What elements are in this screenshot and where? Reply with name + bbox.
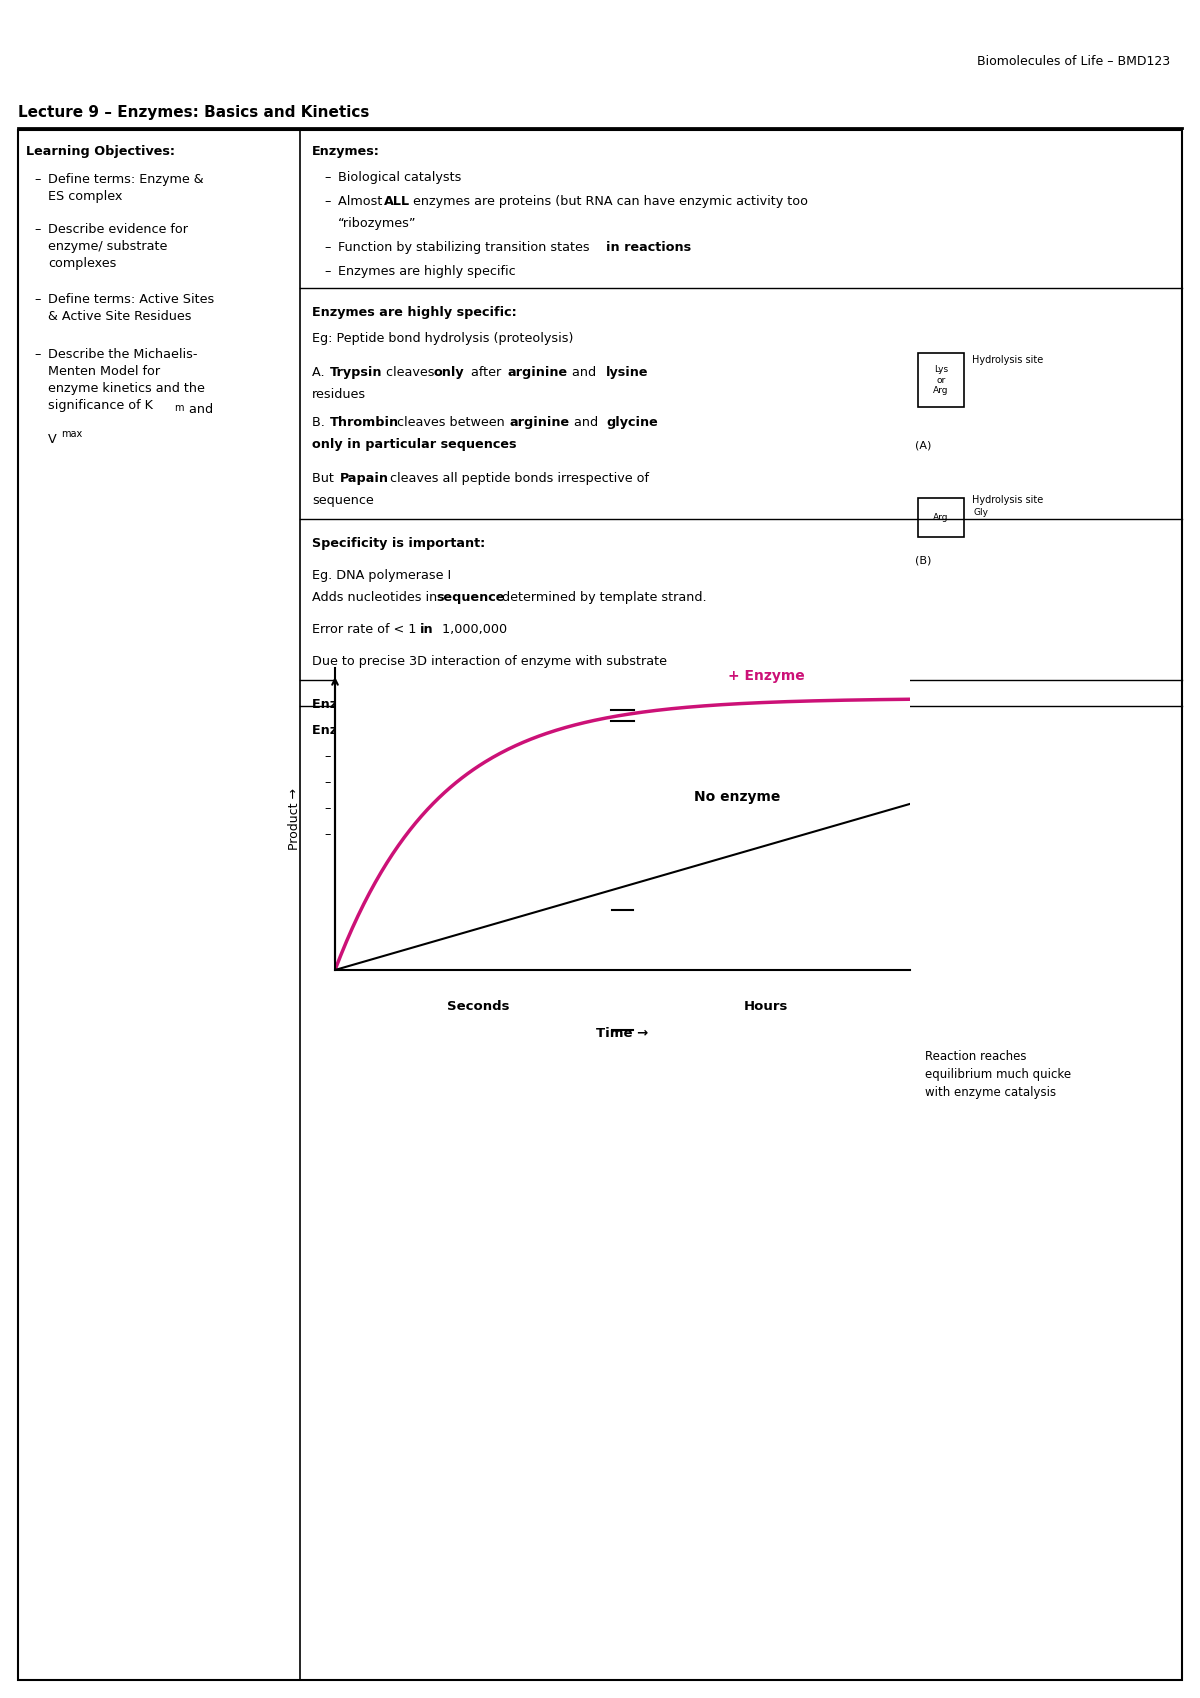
Text: Enzymes:: Enzymes: <box>312 144 380 158</box>
Text: of their substrates: of their substrates <box>628 751 750 762</box>
Text: lysine: lysine <box>606 367 648 379</box>
Text: arginine: arginine <box>509 416 569 430</box>
Text: “ribozymes”: “ribozymes” <box>338 217 416 229</box>
Text: regulated at: regulated at <box>499 829 586 841</box>
Text: Trypsin: Trypsin <box>330 367 383 379</box>
Text: residues: residues <box>312 389 366 401</box>
Text: many enzymes: many enzymes <box>410 829 517 841</box>
Text: sequence: sequence <box>312 494 373 508</box>
Text: Papain: Papain <box>340 472 389 486</box>
Text: –: – <box>324 801 330 815</box>
Text: Most enzymes are: Most enzymes are <box>338 751 458 762</box>
Text: Adds nucleotides in: Adds nucleotides in <box>312 591 442 604</box>
Text: –: – <box>324 265 330 278</box>
Text: Biomolecules of Life – BMD123: Biomolecules of Life – BMD123 <box>977 54 1170 68</box>
Text: 1,000,000: 1,000,000 <box>438 623 508 637</box>
Text: Function by stabilizing transition states: Function by stabilizing transition state… <box>338 241 594 255</box>
Text: Lys
or
Arg: Lys or Arg <box>934 365 949 396</box>
Text: arginine: arginine <box>508 367 568 379</box>
Text: No enzyme: No enzyme <box>695 790 781 803</box>
Text: Reaction reaches
equilibrium much quicke
with enzyme catalysis: Reaction reaches equilibrium much quicke… <box>925 1049 1072 1099</box>
Text: Substrates: Substrates <box>338 776 410 790</box>
Text: Eg: Peptide bond hydrolysis (proteolysis): Eg: Peptide bond hydrolysis (proteolysis… <box>312 333 574 345</box>
Text: –: – <box>324 776 330 790</box>
Text: Biological catalysts: Biological catalysts <box>338 171 461 183</box>
Text: in binding: in binding <box>563 751 636 762</box>
Text: –: – <box>34 294 41 306</box>
Text: But: But <box>312 472 338 486</box>
Text: Describe the Michaelis-
Menten Model for
enzyme kinetics and the
significance of: Describe the Michaelis- Menten Model for… <box>48 348 205 413</box>
Text: Enzymes are highly specific: Enzymes are highly specific <box>338 265 516 278</box>
Text: Arg: Arg <box>934 513 949 521</box>
FancyBboxPatch shape <box>918 353 964 408</box>
Text: after: after <box>467 367 505 379</box>
Text: Learning Objectives:: Learning Objectives: <box>26 144 175 158</box>
Text: –: – <box>324 241 330 255</box>
Text: –: – <box>324 829 330 841</box>
Text: –: – <box>34 173 41 187</box>
Text: (B): (B) <box>916 555 931 565</box>
Text: cleaves all peptide bonds irrespective of: cleaves all peptide bonds irrespective o… <box>386 472 649 486</box>
Text: Almost: Almost <box>338 195 386 207</box>
Text: Hydrolysis site: Hydrolysis site <box>972 496 1043 504</box>
Text: Specificity is important:: Specificity is important: <box>312 537 485 550</box>
Text: Enzymes accelerate reaction rates:: Enzymes accelerate reaction rates: <box>312 698 565 711</box>
Text: and: and <box>570 416 602 430</box>
Text: this: this <box>588 829 616 841</box>
Text: A.: A. <box>312 367 329 379</box>
Text: (A): (A) <box>916 440 931 450</box>
Text: Active Site: Active Site <box>678 776 756 790</box>
Text: –: – <box>34 348 41 362</box>
Text: and: and <box>568 367 600 379</box>
Text: to specific region of enzyme called: to specific region of enzyme called <box>440 776 671 790</box>
Text: enzymes are proteins (but RNA can have enzymic activity too: enzymes are proteins (but RNA can have e… <box>409 195 808 207</box>
Text: Enzyme-Substrate (ES) complexes:: Enzyme-Substrate (ES) complexes: <box>312 723 563 737</box>
Text: –: – <box>324 195 330 207</box>
Text: Time →: Time → <box>596 1027 649 1041</box>
Text: Catalytic specificity depends on: Catalytic specificity depends on <box>338 801 546 815</box>
Text: B.: B. <box>312 416 329 430</box>
Text: Hydrolysis site: Hydrolysis site <box>972 355 1043 365</box>
Text: Describe evidence for
enzyme/ substrate
complexes: Describe evidence for enzyme/ substrate … <box>48 222 188 270</box>
Text: sequence: sequence <box>436 591 504 604</box>
Text: cleaves: cleaves <box>382 367 438 379</box>
Text: Define terms: Enzyme &
ES complex: Define terms: Enzyme & ES complex <box>48 173 204 204</box>
Text: determined by template strand.: determined by template strand. <box>498 591 707 604</box>
Text: only: only <box>434 367 464 379</box>
Text: + Enzyme: + Enzyme <box>728 669 805 683</box>
FancyBboxPatch shape <box>918 498 964 537</box>
Text: Error rate of < 1: Error rate of < 1 <box>312 623 420 637</box>
Text: stage: stage <box>616 829 655 841</box>
Text: cleaves between: cleaves between <box>394 416 509 430</box>
Text: and: and <box>185 402 214 416</box>
Text: –: – <box>34 222 41 236</box>
Text: V: V <box>48 433 56 447</box>
Text: Enzymes are highly specific:: Enzymes are highly specific: <box>312 306 517 319</box>
Text: Seconds: Seconds <box>448 1000 510 1014</box>
Text: in: in <box>420 623 433 637</box>
Text: m: m <box>174 402 184 413</box>
Text: Activity of: Activity of <box>338 829 406 841</box>
Text: bind: bind <box>410 776 442 790</box>
Text: Hours: Hours <box>744 1000 788 1014</box>
Text: –: – <box>324 751 330 762</box>
Text: Lecture 9 – Enzymes: Basics and Kinetics: Lecture 9 – Enzymes: Basics and Kinetics <box>18 105 370 121</box>
Text: highly selective: highly selective <box>451 751 564 762</box>
Text: in reactions: in reactions <box>606 241 691 255</box>
Text: specificity: specificity <box>598 801 667 815</box>
Text: Gly: Gly <box>974 508 989 516</box>
Text: max: max <box>61 430 83 440</box>
Text: Eg. DNA polymerase I: Eg. DNA polymerase I <box>312 569 451 582</box>
Text: glycine: glycine <box>606 416 658 430</box>
Text: ALL: ALL <box>384 195 410 207</box>
Text: –: – <box>324 171 330 183</box>
Text: binding: binding <box>550 801 604 815</box>
Text: Thrombin: Thrombin <box>330 416 400 430</box>
Text: only in particular sequences: only in particular sequences <box>312 438 516 452</box>
Text: Product →: Product → <box>288 788 301 851</box>
Text: Define terms: Active Sites
& Active Site Residues: Define terms: Active Sites & Active Site… <box>48 294 215 323</box>
Text: Due to precise 3D interaction of enzyme with substrate: Due to precise 3D interaction of enzyme … <box>312 655 667 667</box>
